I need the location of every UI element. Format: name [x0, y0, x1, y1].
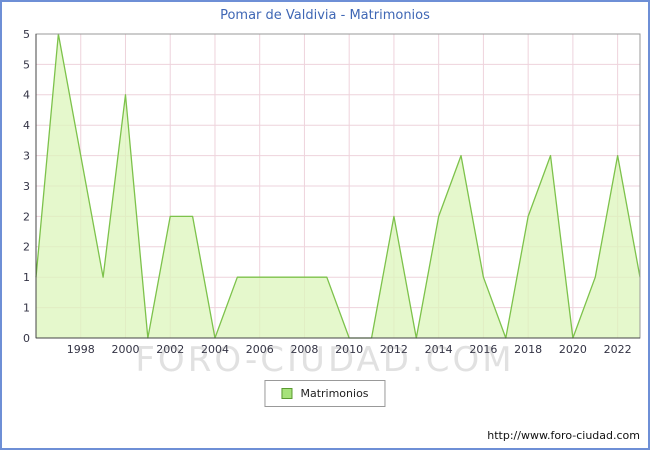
x-axis-tick-label: 2018 — [514, 343, 542, 356]
y-axis-tick-label: 2 — [23, 210, 30, 223]
footer-url: http://www.foro-ciudad.com — [487, 429, 640, 442]
y-axis-tick-label: 3 — [23, 149, 30, 162]
x-axis-tick-label: 2000 — [111, 343, 139, 356]
x-axis-tick-label: 1998 — [67, 343, 95, 356]
y-axis-tick-label: 2 — [23, 241, 30, 254]
x-axis-tick-label: 2004 — [201, 343, 229, 356]
legend-swatch-icon — [281, 388, 293, 399]
area-shape — [36, 34, 640, 338]
y-axis-tick-label: 5 — [23, 28, 30, 41]
page-title: Pomar de Valdivia - Matrimonios — [220, 8, 430, 23]
x-axis-tick-label: 2014 — [425, 343, 453, 356]
y-axis-tick-label: 1 — [23, 271, 30, 284]
y-axis-tick-label: 0 — [23, 332, 30, 345]
y-axis-tick-label: 3 — [23, 180, 30, 193]
x-axis-tick-label: 2012 — [380, 343, 408, 356]
x-axis-tick-label: 2020 — [559, 343, 587, 356]
x-axis-tick-label: 2016 — [469, 343, 497, 356]
x-axis-tick-label: 2022 — [604, 343, 632, 356]
legend-label: Matrimonios — [300, 387, 369, 400]
y-axis-tick-label: 4 — [23, 89, 30, 102]
area-line — [35, 33, 641, 339]
y-axis-tick-label: 5 — [23, 58, 30, 71]
x-axis-tick-label: 2010 — [335, 343, 363, 356]
x-axis-tick-label: 2006 — [246, 343, 274, 356]
y-axis-tick-label: 4 — [23, 119, 30, 132]
x-axis-tick-label: 2002 — [156, 343, 184, 356]
y-axis-tick-label: 1 — [23, 301, 30, 314]
x-axis-tick-label: 2008 — [290, 343, 318, 356]
legend: Matrimonios — [264, 380, 386, 407]
